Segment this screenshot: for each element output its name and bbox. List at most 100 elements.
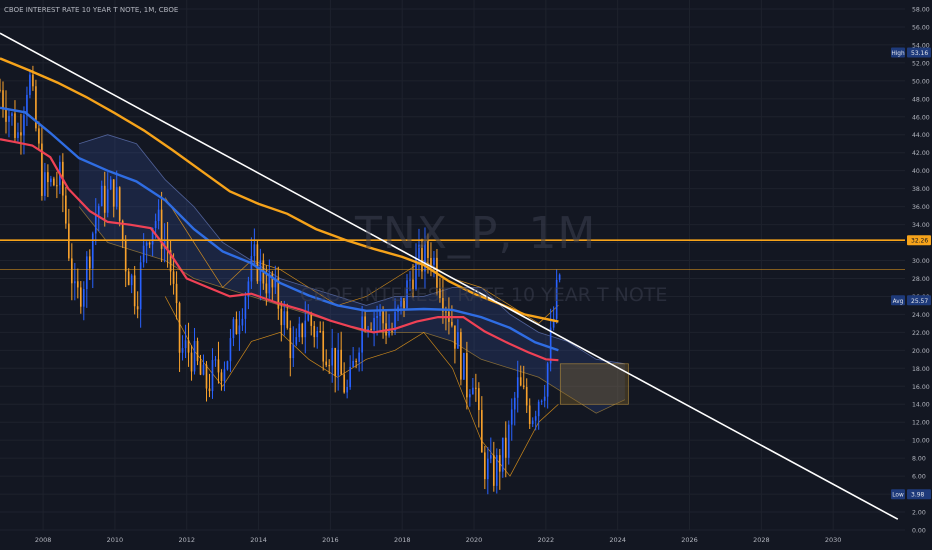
candle-body <box>53 178 55 186</box>
y-tick-label: 6.00 <box>912 474 926 481</box>
candle-body <box>211 360 214 392</box>
candle-body <box>457 332 459 349</box>
candle-body <box>307 314 310 321</box>
candle-body <box>223 369 226 382</box>
candle-body <box>184 340 187 349</box>
candle-body <box>331 347 334 366</box>
candle-body <box>391 330 393 332</box>
y-tick-label: 10.00 <box>912 438 930 445</box>
candle-body <box>295 337 298 345</box>
candle-body <box>433 257 435 265</box>
name-watermark: CBOE INTEREST RATE 10 YEAR T NOTE <box>300 284 668 306</box>
x-tick-label: 2016 <box>322 536 339 544</box>
candle-body <box>534 416 537 421</box>
symbol-watermark: TNX_P, 1M <box>355 208 597 259</box>
candle-body <box>205 364 208 389</box>
candle-body <box>358 352 360 362</box>
candle-body <box>130 275 133 286</box>
cloud-fill <box>79 134 625 414</box>
y-tick-label: 14.00 <box>912 402 930 409</box>
candle-body <box>555 279 558 319</box>
candle-body <box>415 258 417 290</box>
candle-body <box>238 325 241 335</box>
candle-body <box>166 241 169 251</box>
candle-body <box>65 195 67 224</box>
candle-body <box>109 179 112 190</box>
candle-body <box>47 172 49 183</box>
trendline <box>0 32 899 520</box>
candle-body <box>71 258 73 284</box>
candle-body <box>280 308 283 326</box>
candle-body <box>244 296 247 319</box>
candle-body <box>552 318 555 328</box>
ma-slow-line <box>0 57 559 323</box>
y-tick-label: 2.00 <box>912 510 926 517</box>
price-axis[interactable]: 0.002.004.006.008.0010.0012.0014.0016.00… <box>905 0 932 550</box>
candle-body <box>403 298 405 309</box>
price-axis-bg <box>905 0 932 550</box>
candle-body <box>79 287 82 307</box>
candle-body <box>169 250 172 272</box>
price-tag-label-bg <box>891 295 905 306</box>
candle-body <box>382 311 384 324</box>
candle-body <box>0 89 1 91</box>
candle-body <box>409 279 411 281</box>
candle-body <box>310 314 313 326</box>
candle-body <box>283 311 286 326</box>
candle-body <box>549 327 552 364</box>
chart-title: CBOE INTEREST RATE 10 YEAR T NOTE, 1M, C… <box>4 6 179 14</box>
candle-body <box>41 143 43 196</box>
candle-body <box>421 244 423 272</box>
candle-body <box>504 437 507 458</box>
candle-body <box>379 311 381 317</box>
price-tag-value: 53.16 <box>911 50 928 57</box>
candle-body <box>451 321 453 326</box>
candle-body <box>492 455 495 486</box>
y-tick-label: 8.00 <box>912 456 926 463</box>
y-tick-label: 0.00 <box>912 528 926 535</box>
x-tick-label: 2028 <box>753 536 770 544</box>
candle-body <box>29 74 31 95</box>
candle-body <box>519 377 522 386</box>
candle-body <box>160 209 163 249</box>
candle-body <box>418 244 420 259</box>
candle-body <box>483 452 486 480</box>
candle-body <box>292 344 295 359</box>
candle-body <box>121 220 124 242</box>
candle-body <box>313 325 316 338</box>
candle-body <box>103 185 106 213</box>
candle-body <box>268 273 271 294</box>
candle-body <box>175 283 178 304</box>
y-tick-label: 38.00 <box>912 186 930 193</box>
candle-body <box>472 387 474 395</box>
candle-body <box>50 178 52 183</box>
y-tick-label: 28.00 <box>912 276 930 283</box>
time-axis[interactable]: 2008 2010 2012 2014 2016 2018 2020 2022 2024 2026… <box>35 536 842 544</box>
y-tick-label: 24.00 <box>912 312 930 319</box>
candle-body <box>352 360 354 368</box>
y-tick-label: 20.00 <box>912 348 930 355</box>
candle-body <box>208 388 211 392</box>
candle-body <box>322 331 325 362</box>
candle-body <box>196 340 199 362</box>
candle-body <box>367 328 369 332</box>
y-tick-label: 40.00 <box>912 168 930 175</box>
candle-body <box>214 359 217 361</box>
candle-body <box>38 128 40 144</box>
candle-body <box>424 241 426 272</box>
y-tick-label: 44.00 <box>912 132 930 139</box>
candle-body <box>469 394 471 398</box>
candle-body <box>400 298 402 307</box>
candle-body <box>516 377 519 398</box>
y-tick-label: 16.00 <box>912 384 930 391</box>
candle-body <box>498 455 501 472</box>
candle-body <box>112 179 115 207</box>
candle-body <box>124 241 127 272</box>
candle-body <box>202 364 205 375</box>
y-tick-label: 48.00 <box>912 96 930 103</box>
candle-body <box>142 245 145 263</box>
price-tag-label: High <box>891 51 905 57</box>
candle-body <box>106 189 109 213</box>
candle-body <box>271 273 274 288</box>
